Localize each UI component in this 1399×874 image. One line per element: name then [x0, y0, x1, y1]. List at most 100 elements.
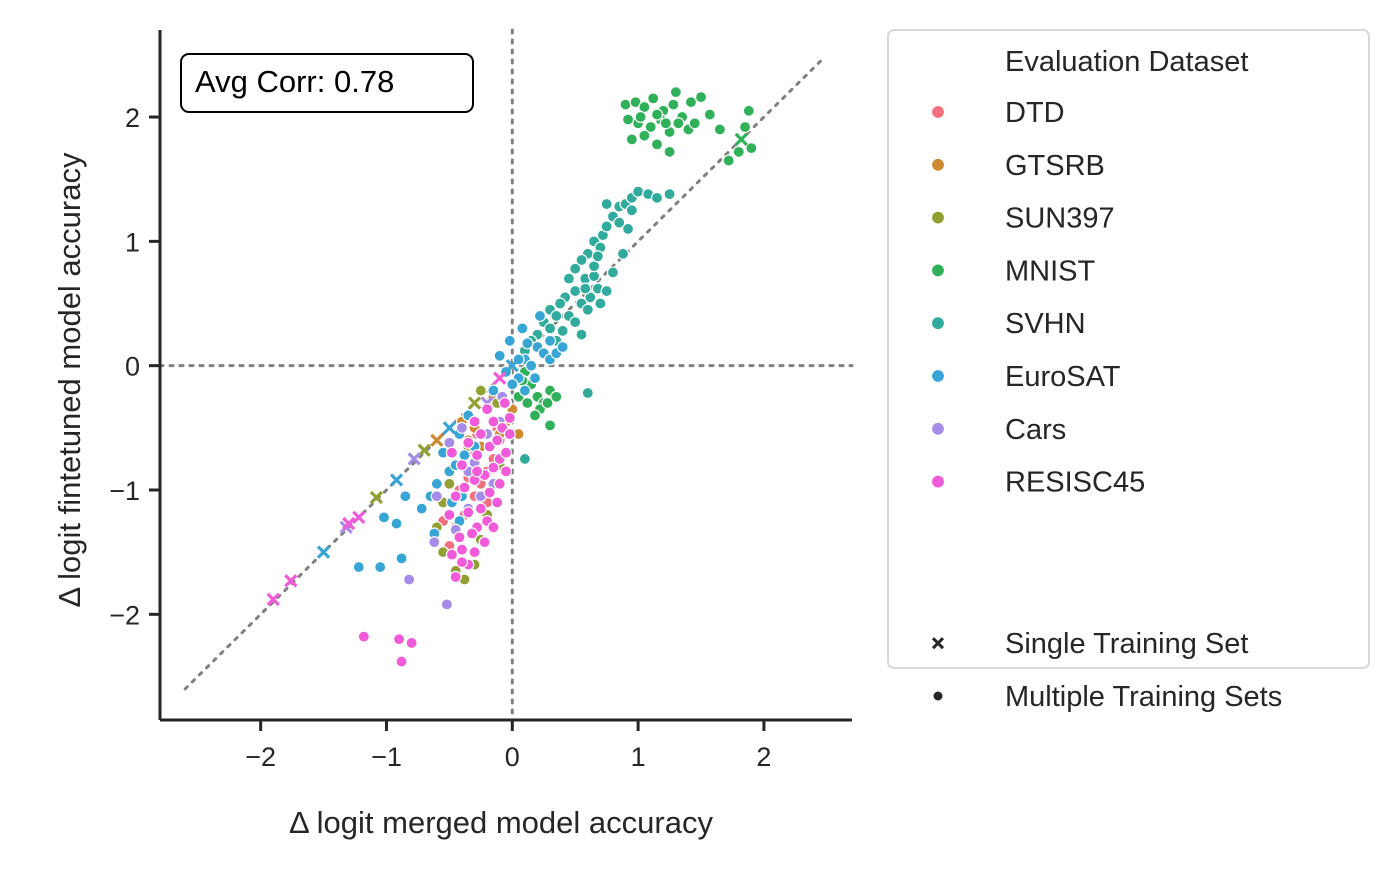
point-svhn-multiple	[579, 282, 592, 295]
point-svhn-multiple	[518, 452, 531, 466]
point-svhn-multiple	[554, 297, 567, 310]
point-eurosat-multiple	[399, 490, 412, 503]
point-svhn-multiple	[569, 316, 582, 329]
point-resisc45-multiple	[455, 543, 469, 556]
point-mnist-multiple	[644, 120, 657, 134]
point-svhn-multiple	[632, 185, 645, 198]
point-resisc45-multiple	[487, 415, 500, 428]
point-resisc45-multiple	[449, 570, 462, 584]
point-resisc45-multiple	[462, 506, 475, 519]
point-eurosat-multiple	[556, 340, 569, 354]
point-mnist-multiple	[521, 396, 534, 410]
point-mnist-multiple	[742, 104, 755, 117]
point-svhn-multiple	[600, 197, 613, 211]
point-svhn-multiple	[581, 386, 594, 400]
legend-label-svhn: SVHN	[1005, 308, 1086, 340]
legend-marker-eurosat	[930, 368, 946, 384]
legend-label-eurosat: EuroSAT	[1005, 361, 1121, 393]
point-mnist-multiple	[722, 154, 735, 167]
point-resisc45-multiple	[462, 436, 475, 449]
point-eurosat-multiple	[533, 309, 547, 323]
point-svhn-multiple	[562, 272, 576, 285]
point-svhn-multiple	[591, 250, 604, 263]
legend-marker-resisc45	[930, 474, 946, 489]
point-resisc45-multiple	[491, 434, 504, 447]
point-mnist-multiple	[703, 108, 716, 121]
point-eurosat-multiple	[516, 322, 529, 335]
point-svhn-multiple	[581, 303, 594, 316]
reference-lines	[158, 28, 854, 722]
point-mnist-multiple	[738, 120, 752, 134]
point-svhn-multiple	[575, 253, 588, 267]
point-resisc45-multiple	[478, 536, 491, 549]
point-mnist-multiple	[625, 133, 638, 146]
legend-label-dtd: DTD	[1005, 97, 1065, 129]
legend-hue-entries: DTD GTSRB SUN397 MNIST SVHN EuroSAT Cars RESISC…	[930, 97, 1145, 499]
legend-label-sun397: SUN397	[1005, 203, 1115, 235]
legend-marker-sun397	[930, 210, 946, 225]
point-eurosat-single	[389, 473, 404, 487]
x-tick-label: −2	[245, 742, 276, 772]
legend-marker-svhn	[930, 316, 946, 331]
point-resisc45-multiple	[487, 521, 500, 534]
point-resisc45-multiple	[445, 548, 458, 561]
point-cars-multiple	[403, 573, 416, 586]
point-svhn-multiple	[543, 322, 557, 335]
point-sun397-single	[369, 490, 384, 505]
y-tick-label: −1	[109, 476, 140, 506]
point-mnist-single	[734, 132, 748, 147]
point-resisc45-single	[352, 510, 366, 524]
point-sun397-multiple	[474, 384, 487, 397]
point-svhn-multiple	[594, 297, 607, 310]
legend: Evaluation Dataset DTD GTSRB SUN397 MNIST SV…	[887, 29, 1370, 713]
point-svhn-multiple	[575, 328, 588, 341]
identity-diagonal-line	[183, 59, 823, 691]
point-cars-single	[407, 452, 421, 466]
point-resisc45-multiple	[445, 446, 458, 459]
point-mnist-multiple	[732, 145, 745, 158]
data-points	[266, 86, 758, 668]
point-mnist-multiple	[650, 108, 664, 121]
point-eurosat-single	[316, 545, 331, 559]
point-resisc45-multiple	[392, 633, 406, 646]
point-eurosat-multiple	[352, 560, 365, 574]
y-tick-label: 1	[125, 227, 140, 257]
point-mnist-multiple	[745, 142, 758, 155]
point-resisc45-multiple	[405, 636, 418, 650]
y-tick-label: 2	[125, 103, 140, 133]
annotation-box	[180, 53, 474, 113]
point-eurosat-multiple	[395, 552, 408, 565]
point-resisc45-multiple	[487, 461, 500, 474]
point-resisc45-multiple	[449, 490, 462, 503]
point-sun397-single	[417, 443, 431, 457]
point-mnist-multiple	[713, 123, 726, 136]
point-resisc45-multiple	[481, 403, 494, 416]
point-eurosat-multiple	[503, 334, 516, 347]
point-sun397-single	[467, 396, 482, 410]
point-gtsrb-single	[430, 433, 444, 447]
legend-marker-multiple-training	[933, 691, 943, 701]
point-svhn-multiple	[621, 222, 635, 236]
point-resisc45-single	[266, 592, 280, 607]
point-cars-multiple	[455, 421, 469, 434]
legend-marker-cars	[930, 421, 946, 436]
point-resisc45-multiple	[468, 546, 481, 559]
point-mnist-multiple	[669, 86, 682, 99]
legend-frame	[887, 29, 1370, 669]
point-resisc45-multiple	[499, 465, 513, 478]
point-mnist-multiple	[650, 138, 664, 151]
point-mnist-multiple	[541, 396, 554, 410]
point-mnist-multiple	[619, 98, 632, 111]
point-eurosat-multiple	[543, 334, 557, 347]
y-axis-ticks: −2 −1 0 1 2	[109, 103, 160, 630]
point-mnist-multiple	[688, 117, 701, 130]
point-eurosat-multiple	[493, 349, 506, 362]
x-axis-label: Δ logit merged model accuracy	[289, 805, 713, 840]
point-resisc45-multiple	[455, 459, 469, 472]
point-mnist-multiple	[638, 129, 651, 142]
x-axis-ticks: −2 −1 0 1 2	[245, 720, 771, 772]
series-cars	[339, 390, 509, 611]
point-mnist-multiple	[621, 113, 635, 126]
point-resisc45-multiple	[468, 415, 481, 428]
